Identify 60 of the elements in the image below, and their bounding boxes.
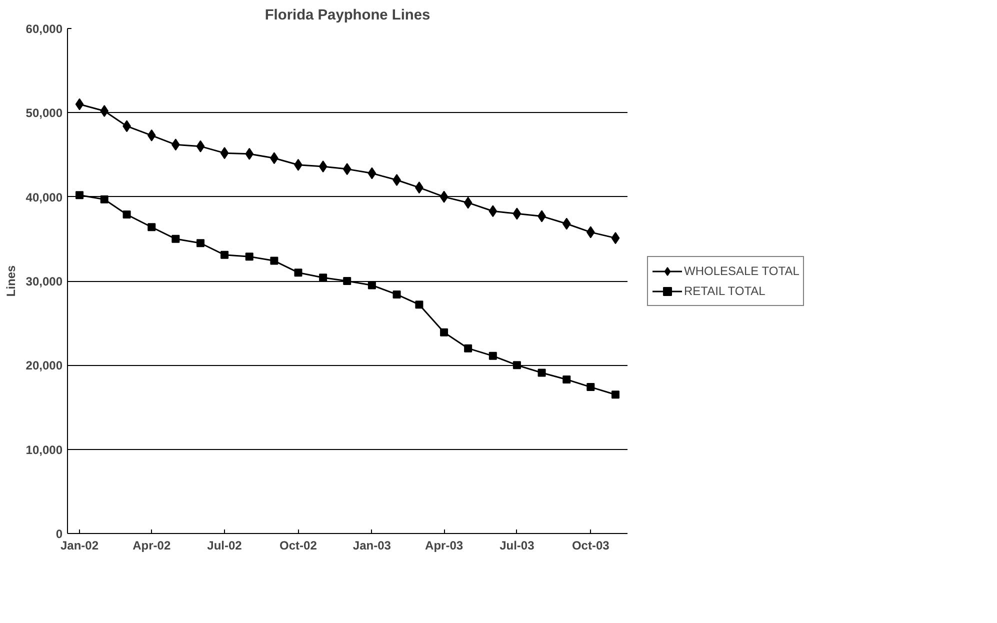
- point: [368, 167, 376, 180]
- point: [440, 328, 448, 336]
- point: [148, 223, 156, 232]
- point: [538, 368, 546, 377]
- point: [147, 129, 156, 142]
- chart-title: Florida Payphone Lines: [264, 8, 430, 24]
- legend-label: WHOLESALE TOTAL: [684, 264, 800, 278]
- point: [440, 190, 448, 203]
- point: [220, 250, 229, 259]
- legend-label: RETAIL TOTAL: [684, 284, 766, 298]
- point: [100, 104, 109, 117]
- y-tick-label: 60,000: [26, 22, 63, 36]
- point: [294, 268, 302, 277]
- x-tick-label: Oct-03: [572, 538, 610, 552]
- y-tick-label: 40,000: [26, 190, 63, 204]
- point: [270, 256, 278, 265]
- point: [172, 234, 180, 243]
- x-tick-label: Jul-03: [500, 538, 535, 552]
- x-tick-label: Jul-02: [207, 538, 242, 552]
- point: [512, 361, 521, 370]
- point: [220, 147, 229, 160]
- point: [464, 196, 472, 209]
- point: [318, 160, 328, 173]
- point: [392, 290, 401, 298]
- point: [392, 174, 401, 186]
- y-tick-label: 50,000: [26, 106, 63, 120]
- point: [100, 195, 108, 204]
- point: [245, 252, 254, 261]
- point: [415, 300, 424, 309]
- point: [562, 218, 571, 230]
- x-tick-label: Jan-03: [352, 538, 392, 552]
- point: [586, 226, 595, 238]
- x-tick-label: Oct-02: [280, 538, 318, 552]
- x-tick-label: Jan-02: [60, 538, 99, 552]
- point: [512, 208, 522, 220]
- point: [196, 239, 204, 248]
- point: [76, 191, 84, 200]
- y-tick-label: 30,000: [26, 274, 63, 288]
- point: [368, 281, 376, 290]
- y-tick-label: 10,000: [26, 442, 63, 457]
- point: [586, 383, 595, 392]
- x-tick-label: Apr-03: [425, 538, 464, 552]
- point: [562, 375, 571, 384]
- x-tick-label: Apr-02: [132, 538, 171, 552]
- y-axis-title: Lines: [4, 265, 18, 297]
- point: [464, 344, 472, 352]
- point: [122, 210, 131, 219]
- point: [488, 205, 498, 218]
- point: [75, 98, 84, 110]
- point: [319, 274, 328, 282]
- y-tick-label: 20,000: [26, 358, 63, 373]
- point: [171, 138, 180, 151]
- point: [196, 140, 205, 152]
- point: [611, 232, 620, 244]
- point: [342, 163, 352, 176]
- point: [488, 352, 497, 360]
- y-tick-label: 0: [56, 527, 63, 541]
- point: [611, 390, 620, 399]
- point: [245, 148, 254, 160]
- point: [343, 277, 352, 285]
